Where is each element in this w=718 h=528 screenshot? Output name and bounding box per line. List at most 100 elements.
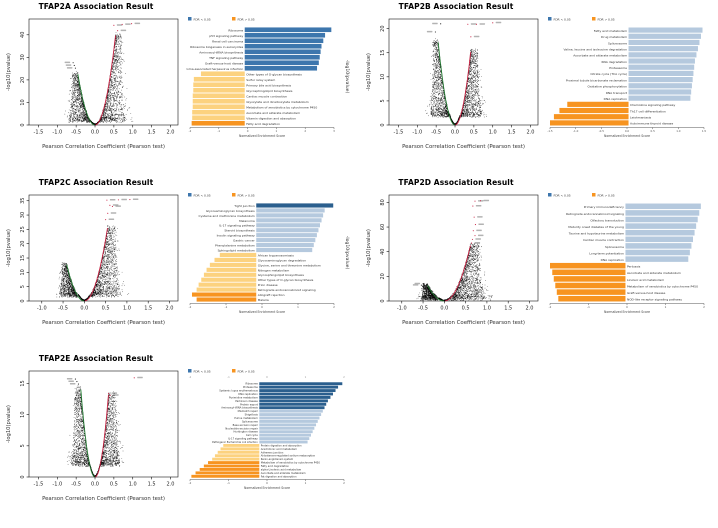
enrichment-bar: [259, 382, 343, 386]
bar-label: Metabolism of xenobiotics by cytochrome …: [246, 105, 317, 109]
point-label-mark: [474, 241, 481, 244]
point-label-mark: [113, 394, 119, 396]
enrichment-bar: [259, 395, 331, 399]
enrichment-bar: [193, 87, 245, 93]
enrichment-bar: [559, 107, 629, 114]
volcano-outlier-points: [64, 22, 141, 69]
bar-label: Sphingolipid metabolism: [218, 248, 255, 252]
bar-label: Phenylalanine metabolism: [215, 244, 255, 248]
bar-label: Purine metabolism: [234, 416, 258, 420]
enrichment-bar: [219, 252, 257, 258]
bar-label: IL-17 signaling pathway: [219, 224, 255, 228]
bar-label: Proximal tubule bicarbonate reclamation: [566, 78, 627, 82]
legend-swatch-not-significant: [592, 193, 596, 197]
svg-text:-log10(pvalue): -log10(pvalue): [6, 53, 12, 91]
bar-label: Glycosphingolipid biosynthesis: [246, 89, 293, 93]
enrichment-bar: [208, 461, 260, 465]
svg-text:40: 40: [20, 32, 26, 38]
bar-label: Spliceosome: [605, 245, 624, 249]
bar-label: Protein export: [240, 402, 258, 406]
bar-label: Huntington disease: [234, 430, 259, 434]
bar-label: Spliceosome: [242, 419, 258, 423]
enrichment-bar: [628, 64, 695, 70]
bar-label: Autoimmune thyroid disease: [630, 122, 673, 126]
enrichment-bar: [259, 430, 313, 434]
point-label-mark: [134, 22, 141, 25]
enrichment-bar: [244, 60, 319, 66]
svg-text:5: 5: [380, 99, 386, 102]
bar-label: Glycosaminoglycan degradation: [258, 258, 306, 262]
svg-text:-1.5: -1.5: [34, 130, 44, 136]
volcano-plot: -1.0 -0.5 0.0 0.5 1.0 1.5 2.005101520253035-lo…: [6, 194, 179, 326]
point-label-mark: [426, 30, 433, 33]
point-label-mark: [476, 229, 482, 232]
enrichment-bar: [220, 447, 260, 451]
enrichment-bar: [203, 272, 257, 277]
bar-label: Systemic lupus erythematosus: [219, 389, 258, 393]
negative-trend-curve: [77, 74, 95, 126]
bar-label: Sulfur relay system: [246, 78, 275, 82]
point-label-mark: [120, 29, 127, 32]
bars-group: FDR < 0.05 FDR > 0.05-2 -1 0 1 2RibosomeProte…: [188, 369, 345, 490]
enrichment-bar: [628, 27, 703, 33]
association-panel-TFAP2A: TFAP2A Association Result -1.5 -1.0 -0.5 0.…: [0, 0, 358, 176]
bars-right-axis-label: -log10(pvalue): [344, 236, 350, 270]
enrichment-bar: [628, 58, 695, 64]
svg-text:0: 0: [20, 123, 26, 126]
negative-trend-curve: [80, 389, 95, 478]
svg-text:3: 3: [333, 129, 335, 133]
enrichment-bar: [625, 236, 694, 243]
bar-label: Tight junction: [233, 204, 255, 208]
svg-text:20: 20: [380, 25, 386, 31]
volcano-points: [66, 385, 125, 478]
bar-label: Pathogenic Escherichia coli infection: [212, 440, 258, 444]
point-label-mark: [477, 234, 484, 237]
bar-label: TNF signaling pathway: [208, 56, 243, 60]
bar-label: Base excision repair: [233, 423, 259, 427]
volcano-axes: -1.0 -0.5 0.0 0.5 1.0 1.5 2.0020406080-log10(p…: [366, 194, 539, 326]
svg-text:-0.5: -0.5: [431, 130, 441, 136]
svg-text:10: 10: [380, 74, 386, 80]
enrichment-bar: [192, 98, 245, 104]
enrichment-bar: [206, 267, 257, 272]
enrichment-bar: [214, 454, 260, 458]
point-label-mark: [414, 282, 421, 285]
svg-text:-1: -1: [217, 129, 220, 133]
bar-label: Arachidonic acid metabolism: [261, 447, 298, 451]
point-label-mark: [64, 61, 71, 64]
point-label-mark: [66, 67, 73, 69]
enrichment-bar: [256, 218, 322, 223]
volcano-plot: -1.5 -1.0 -0.5 0.0 0.5 1.0 1.5 2.0051015-log10(…: [6, 370, 179, 502]
bar-label: Oxidative phosphorylation: [587, 85, 627, 89]
legend-swatch-not-significant: [592, 17, 596, 21]
bar-label: Drug metabolism: [601, 35, 627, 39]
svg-text:0.0: 0.0: [91, 130, 99, 136]
volcano-outlier-points: [426, 21, 502, 38]
enrichment-bar: [259, 419, 318, 423]
point-label-mark: [475, 204, 482, 207]
enrichment-bar: [256, 213, 324, 218]
enrichment-bar: [628, 95, 691, 101]
enrichment-bar: [259, 389, 336, 393]
point-label-mark: [478, 223, 484, 225]
enrichment-bar: [625, 223, 697, 229]
panel-title: TFAP2A Association Result: [38, 2, 154, 11]
negative-trend-curve: [437, 42, 455, 126]
enrichment-bar: [256, 223, 321, 228]
bar-label: Melanoma: [239, 219, 255, 223]
svg-text:-0.5: -0.5: [71, 130, 81, 136]
bar-label: Steroid biosynthesis: [224, 229, 255, 233]
enrichment-bar: [209, 262, 257, 267]
enrichment-bar: [625, 203, 701, 210]
volcano-points: [56, 225, 130, 302]
bar-label: Ribosome: [228, 28, 243, 32]
bar-label: DNA replication: [604, 97, 627, 101]
enrichment-bar: [553, 114, 629, 120]
bar-label: Ribosome: [245, 382, 258, 386]
point-label-mark: [473, 35, 480, 38]
enrichment-bar: [199, 467, 260, 471]
bar-label: Metabolism of xenobiotics by cytochrome …: [261, 461, 321, 465]
volcano-plot: -1.5 -1.0 -0.5 0.0 0.5 1.0 1.5 2.0 0 5 10 15 20 -log1…: [366, 18, 539, 150]
positive-trend-curve: [95, 35, 117, 126]
bar-label: Aminoacyl-tRNA biosynthesis: [199, 50, 243, 54]
